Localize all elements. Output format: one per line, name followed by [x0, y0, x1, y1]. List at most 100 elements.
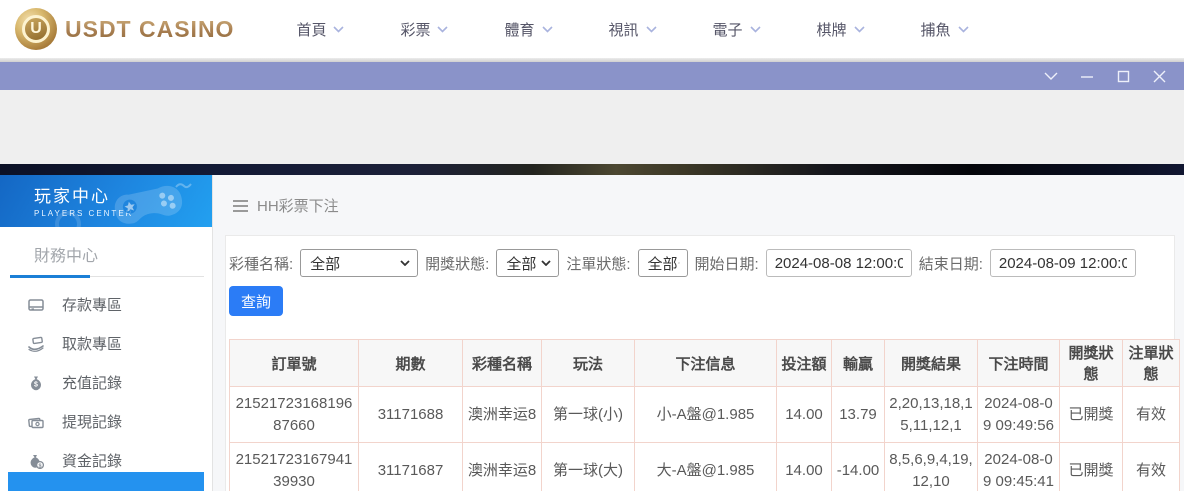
nav-item-label: 棋牌 [816, 21, 847, 39]
table-cell: -14.00 [831, 442, 885, 491]
table-row: 2152172316794139930 31171687 澳洲幸运8 第一球(大) 大-… [229, 442, 1180, 491]
nav-item-lottery[interactable]: 彩票 [400, 19, 449, 40]
column-header: 下注信息 [634, 339, 777, 387]
table-cell: 14.00 [776, 442, 832, 491]
svg-text:$: $ [38, 463, 41, 469]
minimize-icon[interactable] [1074, 65, 1100, 87]
nav-item-label: 電子 [712, 21, 743, 39]
table-cell: 澳洲幸运8 [462, 386, 542, 443]
nav-item-cards[interactable]: 棋牌 [817, 19, 865, 40]
bets-table: 訂單號 期數 彩種名稱 玩法 下注信息 投注額 輸贏 開獎結果 下注時間 開獎狀態 注單狀態 215… [229, 339, 1180, 491]
end-date-input[interactable] [989, 249, 1136, 277]
column-header: 輸贏 [831, 339, 885, 387]
nav-item-live[interactable]: 視訊 [609, 19, 657, 40]
close-icon[interactable] [1146, 65, 1172, 87]
sidebar-item-withdraw-area[interactable]: 取款專區 [0, 324, 212, 363]
end-date-label: 結束日期: [918, 255, 983, 273]
sidebar-selected-item[interactable] [8, 472, 204, 491]
chevron-down-icon [853, 25, 865, 33]
site-header: U USDT CASINO 首頁 彩票 體育 視訊 電子 棋牌 捕魚 [0, 0, 1184, 58]
nav-item-label: 視訊 [608, 21, 639, 39]
draw-status-select[interactable]: 全部 [496, 249, 560, 277]
start-date-input[interactable] [765, 249, 912, 277]
menu-toggle-icon[interactable] [233, 199, 248, 212]
sidebar-item-label: 提現記錄 [62, 414, 123, 431]
main-content: HH彩票下注 彩種名稱: 全部 開獎狀態: 全部 注單狀態: [213, 175, 1184, 491]
breadcrumb: HH彩票下注 [213, 175, 1184, 216]
sidebar-item-fund-records[interactable]: $ 資金記錄 [0, 441, 212, 480]
sidebar-item-withdraw-records[interactable]: 提現記錄 [0, 402, 212, 441]
table-cell: 澳洲幸运8 [462, 442, 542, 491]
window-titlebar [0, 62, 1184, 90]
lottery-filter-label: 彩種名稱: [229, 255, 294, 273]
table-cell: 小-A盤@1.985 [634, 386, 777, 443]
column-header: 訂單號 [229, 339, 359, 387]
order-status-select[interactable]: 全部 [637, 249, 688, 277]
table-cell: 第一球(小) [541, 386, 635, 443]
maximize-icon[interactable] [1110, 65, 1136, 87]
table-cell: 大-A盤@1.985 [634, 442, 777, 491]
nav-item-label: 首頁 [296, 21, 327, 39]
chevron-down-icon [437, 25, 449, 33]
deposit-card-icon [28, 298, 44, 311]
table-cell: 第一球(大) [541, 442, 635, 491]
table-cell: 已開獎 [1059, 386, 1123, 443]
bubble-decoration [55, 211, 81, 227]
chevron-down-icon [749, 25, 761, 33]
sidebar-item-label: 資金記錄 [62, 453, 123, 470]
chevron-down-icon [645, 25, 657, 33]
table-cell: 有效 [1122, 386, 1180, 443]
collapse-icon[interactable] [1038, 65, 1064, 87]
sidebar-item-recharge-records[interactable]: $ 充值記錄 [0, 363, 212, 402]
order-status-filter-label: 注單狀態: [566, 255, 631, 273]
column-header: 玩法 [541, 339, 635, 387]
logo-coin-icon: U [15, 8, 57, 50]
draw-status-filter-label: 開獎狀態: [425, 255, 490, 273]
nav-item-home[interactable]: 首頁 [296, 19, 345, 40]
chevron-down-icon [333, 25, 345, 33]
table-cell: 2024-08-09 09:49:56 [977, 386, 1060, 443]
column-header: 開獎狀態 [1059, 339, 1123, 387]
query-button[interactable]: 查詢 [229, 286, 284, 316]
chevron-down-icon [541, 260, 551, 266]
table-cell: 14.00 [776, 386, 832, 443]
table-cell: 2152172316794139930 [229, 442, 359, 491]
table-cell: 31171687 [358, 442, 463, 491]
banner-placeholder [0, 90, 1184, 164]
nav-item-sports[interactable]: 體育 [504, 19, 553, 40]
withdraw-hand-icon [28, 336, 44, 352]
section-underline [0, 275, 212, 278]
logo-text: USDT CASINO [65, 15, 235, 42]
sidebar-item-deposit-area[interactable]: 存款專區 [0, 285, 212, 324]
sidebar-section-title: 財務中心 [34, 248, 99, 265]
svg-text:$: $ [34, 381, 38, 388]
sidebar-item-label: 存款專區 [62, 297, 123, 314]
start-date-label: 開始日期: [694, 255, 759, 273]
lottery-select[interactable]: 全部 [300, 249, 419, 277]
sidebar-title: 玩家中心 [34, 187, 110, 206]
cash-icon [28, 417, 44, 428]
table-cell: 2152172316819687660 [229, 386, 359, 443]
table-row: 2152172316819687660 31171688 澳洲幸运8 第一球(小) 小-… [229, 386, 1180, 443]
column-header: 下注時間 [977, 339, 1060, 387]
dark-banner-strip [0, 164, 1184, 175]
bets-panel: 彩種名稱: 全部 開獎狀態: 全部 注單狀態: 全部 開始 [225, 235, 1180, 491]
gamepad-icon [114, 183, 192, 224]
column-header: 投注額 [776, 339, 832, 387]
nav-item-slots[interactable]: 電子 [713, 19, 761, 40]
filter-bar: 彩種名稱: 全部 開獎狀態: 全部 注單狀態: 全部 開始 [229, 249, 1171, 277]
chevron-down-icon [541, 25, 553, 33]
column-header: 彩種名稱 [462, 339, 542, 387]
nav-item-label: 捕魚 [920, 21, 951, 39]
column-header: 期數 [358, 339, 463, 387]
table-cell: 13.79 [831, 386, 885, 443]
sidebar-subtitle: PLAYERS CENTER [34, 209, 134, 218]
table-header-row: 訂單號 期數 彩種名稱 玩法 下注信息 投注額 輸贏 開獎結果 下注時間 開獎狀態 注單狀態 [229, 339, 1180, 387]
chevron-down-icon [677, 262, 680, 264]
logo[interactable]: U USDT CASINO [15, 8, 234, 50]
moneybag-icon: $ [31, 376, 41, 390]
nav-item-fishing[interactable]: 捕魚 [921, 19, 969, 40]
chevron-down-icon [400, 260, 410, 266]
header-divider [0, 58, 1184, 62]
sidebar-item-label: 取款專區 [62, 336, 123, 353]
